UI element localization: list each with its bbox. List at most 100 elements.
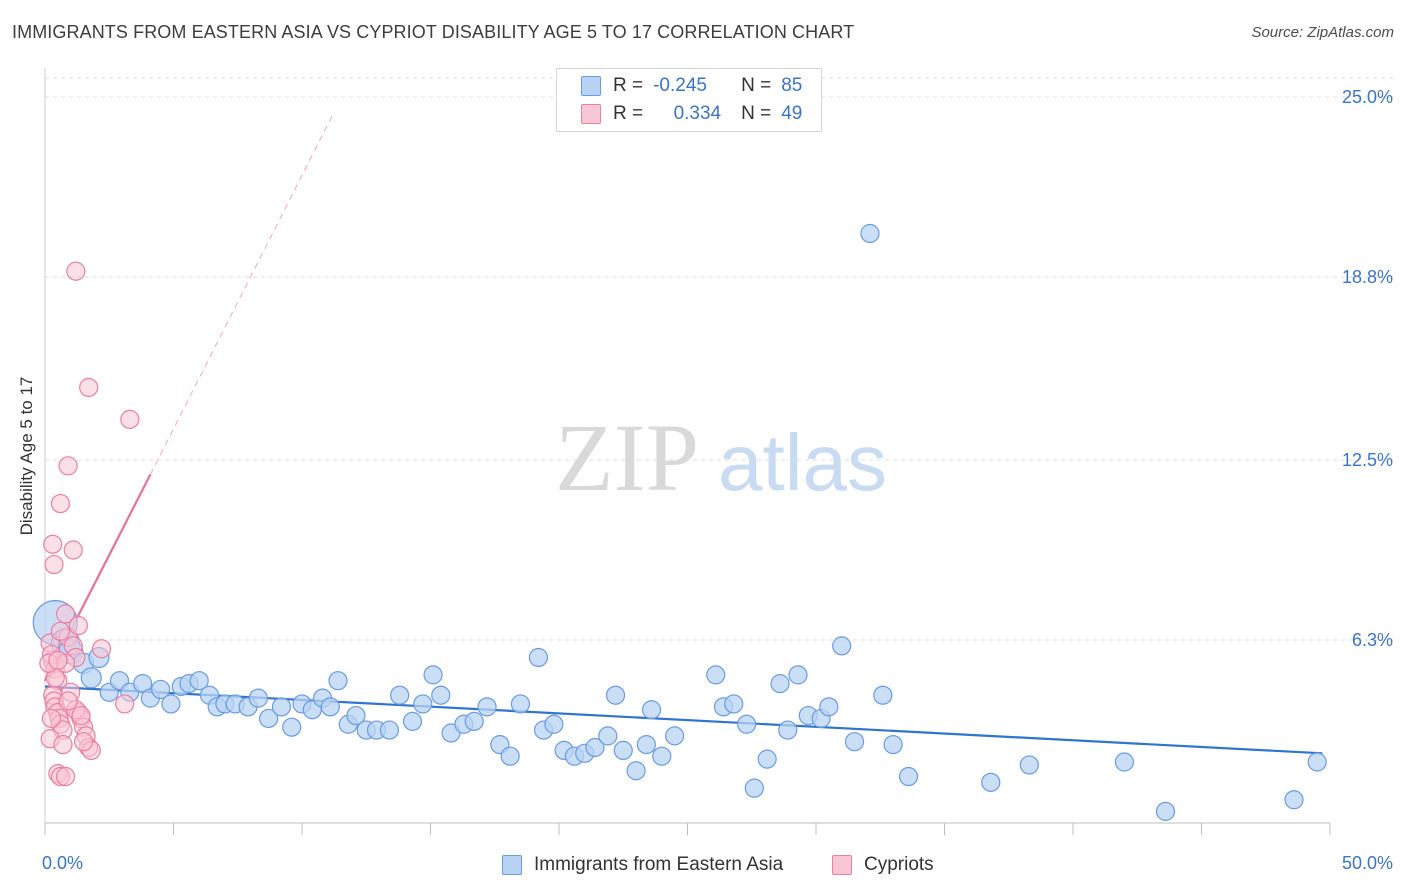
r-value: -0.245 — [653, 75, 707, 96]
data-point-cypriots — [91, 639, 112, 659]
legend-swatch-pink — [581, 104, 601, 124]
correlation-legend: R = -0.245 N = 85 R = 0.334 N = 49 — [556, 68, 822, 132]
data-point-immigrants — [788, 665, 808, 685]
legend-swatch-blue — [502, 855, 522, 875]
legend-swatch-blue — [581, 76, 601, 96]
y-tick-label: 6.3% — [1352, 630, 1393, 650]
data-point-immigrants — [390, 685, 410, 705]
data-point-immigrants — [819, 697, 839, 717]
data-point-immigrants — [464, 711, 484, 731]
data-point-cypriots — [71, 705, 91, 726]
watermark-zip: ZIP — [555, 404, 699, 511]
y-tick-label: 25.0% — [1342, 87, 1393, 107]
data-point-immigrants — [1019, 755, 1039, 775]
data-point-immigrants — [528, 647, 549, 668]
data-point-immigrants — [641, 700, 662, 720]
data-point-immigrants — [80, 667, 102, 689]
n-value: 49 — [781, 103, 803, 124]
data-point-immigrants — [544, 714, 564, 734]
data-point-immigrants — [500, 746, 520, 766]
data-point-immigrants — [981, 772, 1001, 792]
data-point-immigrants — [320, 697, 340, 717]
data-point-immigrants — [1284, 790, 1304, 810]
data-point-immigrants — [328, 671, 348, 691]
data-point-immigrants — [1307, 752, 1327, 772]
data-point-immigrants — [598, 726, 618, 746]
watermark: ZIP atlas — [555, 404, 887, 511]
legend-swatch-pink — [832, 855, 852, 875]
data-point-cypriots — [55, 604, 76, 624]
data-point-immigrants — [585, 737, 605, 758]
data-point-cypriots — [68, 615, 89, 636]
data-point-immigrants — [423, 665, 443, 685]
x-tick-labels: 0.0% 50.0% — [42, 853, 1393, 873]
data-point-immigrants — [258, 708, 279, 729]
r-label: R = — [613, 103, 644, 124]
data-point-immigrants — [778, 720, 798, 740]
data-point-cypriots — [115, 694, 135, 714]
data-point-immigrants — [744, 778, 764, 798]
data-point-immigrants — [605, 685, 626, 705]
data-point-immigrants — [737, 714, 757, 734]
series-immigrants-eastern-asia — [32, 223, 1327, 821]
data-point-cypriots — [50, 621, 71, 641]
data-point-immigrants — [346, 705, 366, 726]
legend-item-immigrants: Immigrants from Eastern Asia — [502, 854, 783, 876]
series-cypriots — [39, 261, 140, 787]
data-point-immigrants — [898, 766, 919, 787]
data-point-immigrants — [248, 688, 268, 708]
data-point-immigrants — [402, 711, 423, 731]
y-tick-label: 18.8% — [1342, 267, 1393, 287]
legend-label-immigrants: Immigrants from Eastern Asia — [534, 854, 784, 875]
data-point-immigrants — [379, 720, 399, 740]
data-point-immigrants — [860, 223, 880, 244]
data-point-cypriots — [66, 261, 86, 281]
data-point-immigrants — [613, 740, 633, 761]
r-label: R = — [613, 75, 644, 96]
chart-title: IMMIGRANTS FROM EASTERN ASIA VS CYPRIOT … — [12, 22, 855, 42]
data-point-cypriots — [55, 766, 76, 787]
data-point-immigrants — [652, 746, 672, 766]
data-point-cypriots — [50, 493, 71, 514]
data-point-immigrants — [844, 732, 865, 752]
data-point-immigrants — [431, 685, 451, 705]
data-point-immigrants — [665, 726, 685, 746]
series-legend: Immigrants from Eastern Asia Cypriots — [0, 851, 1406, 879]
y-tick-labels: 6.3% 12.5% 18.8% 25.0% — [1342, 87, 1393, 650]
trend-line-cypriots-extrapolated — [149, 114, 334, 475]
data-point-immigrants — [413, 694, 433, 714]
data-point-cypriots — [58, 691, 78, 711]
data-point-immigrants — [161, 694, 181, 714]
data-point-cypriots — [53, 734, 73, 755]
data-point-immigrants — [271, 697, 292, 717]
data-point-immigrants — [873, 685, 893, 705]
data-point-immigrants — [282, 717, 302, 737]
data-point-immigrants — [510, 694, 531, 714]
data-point-immigrants — [757, 749, 777, 769]
data-point-immigrants — [770, 674, 790, 694]
legend-row-cypriots: R = 0.334 N = 49 — [557, 100, 802, 128]
r-value: 0.334 — [673, 103, 722, 124]
legend-item-cypriots: Cypriots — [832, 854, 934, 876]
data-point-cypriots — [43, 534, 63, 554]
data-point-immigrants — [626, 761, 646, 781]
data-point-cypriots — [63, 540, 83, 560]
data-point-cypriots — [58, 456, 78, 476]
data-point-immigrants — [883, 734, 903, 755]
data-point-immigrants — [151, 679, 171, 700]
gridlines — [45, 77, 1393, 641]
x-tick-label: 0.0% — [42, 853, 83, 873]
data-point-cypriots — [120, 409, 140, 429]
data-point-immigrants — [189, 671, 209, 691]
data-point-cypriots — [41, 708, 62, 729]
legend-row-immigrants: R = -0.245 N = 85 — [557, 72, 802, 100]
data-point-immigrants — [724, 694, 744, 714]
data-point-immigrants — [706, 665, 726, 685]
y-axis-label: Disability Age 5 to 17 — [17, 377, 36, 536]
data-point-immigrants — [477, 697, 497, 717]
n-label: N = — [741, 103, 772, 124]
n-label: N = — [741, 75, 772, 96]
data-point-immigrants — [636, 734, 656, 755]
data-point-cypriots — [73, 732, 94, 752]
